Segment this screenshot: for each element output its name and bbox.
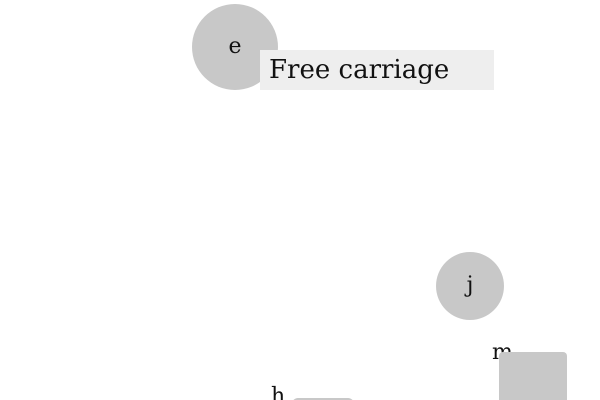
free-carriage-text: Free carriage [269, 55, 450, 85]
node-m[interactable] [499, 352, 567, 400]
node-j-label: j [466, 273, 474, 298]
node-e-label: e [228, 34, 242, 59]
node-h-label: h [271, 384, 286, 400]
node-j[interactable]: j [436, 252, 504, 320]
free-carriage-label[interactable]: Free carriage [260, 50, 494, 90]
node-e[interactable]: e [192, 4, 278, 90]
node-h[interactable] [292, 398, 354, 400]
